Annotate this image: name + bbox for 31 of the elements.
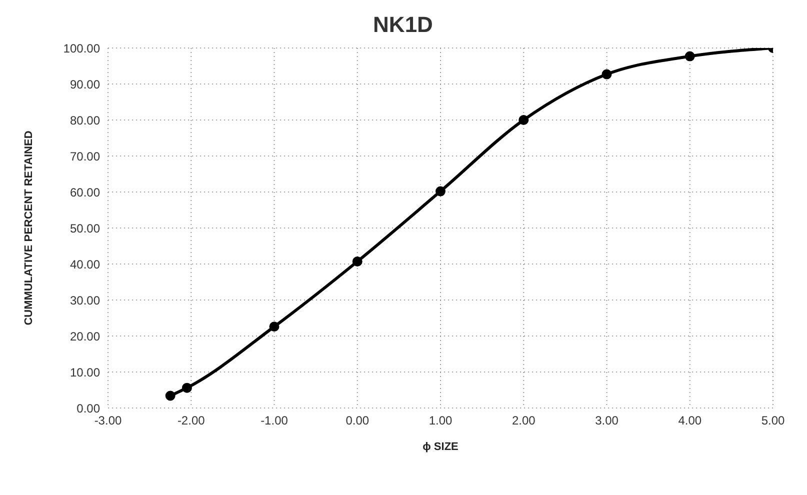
- y-tick-label: 20.00: [70, 329, 100, 344]
- x-tick-label: 0.00: [346, 414, 370, 428]
- x-tick-label: 5.00: [761, 414, 785, 428]
- point: [182, 382, 192, 393]
- y-axis-title: CUMMULATIVE PERCENT RETAINED: [22, 130, 35, 326]
- y-tick-label: 40.00: [70, 257, 100, 272]
- x-tick-label: 3.00: [595, 414, 619, 428]
- point: [684, 51, 695, 62]
- x-tick-label: -2.00: [177, 414, 206, 428]
- y-tick-label: 100.00: [63, 41, 100, 56]
- point: [352, 256, 362, 266]
- point: [269, 322, 280, 332]
- x-tick-label: 1.00: [428, 414, 452, 428]
- y-tick-label: 0.00: [76, 401, 100, 416]
- x-tick-label: -1.00: [260, 414, 288, 428]
- x-tick-label: 2.00: [512, 414, 536, 428]
- x-axis-title: ϕ SIZE: [422, 441, 458, 453]
- chart-title: NK1D: [372, 12, 434, 38]
- y-tick-label: 30.00: [70, 293, 100, 308]
- y-tick-label: 60.00: [70, 185, 100, 200]
- point: [165, 390, 176, 401]
- point: [436, 186, 446, 196]
- point: [602, 69, 612, 80]
- y-tick-label: 50.00: [70, 221, 100, 236]
- point: [518, 115, 529, 125]
- y-tick-label: 90.00: [70, 77, 100, 92]
- x-tick-label: -3.00: [94, 414, 122, 428]
- y-tick-label: 70.00: [70, 149, 100, 164]
- y-tick-label: 10.00: [70, 365, 100, 380]
- y-tick-label: 80.00: [70, 113, 100, 128]
- x-tick-label: 4.00: [678, 414, 702, 428]
